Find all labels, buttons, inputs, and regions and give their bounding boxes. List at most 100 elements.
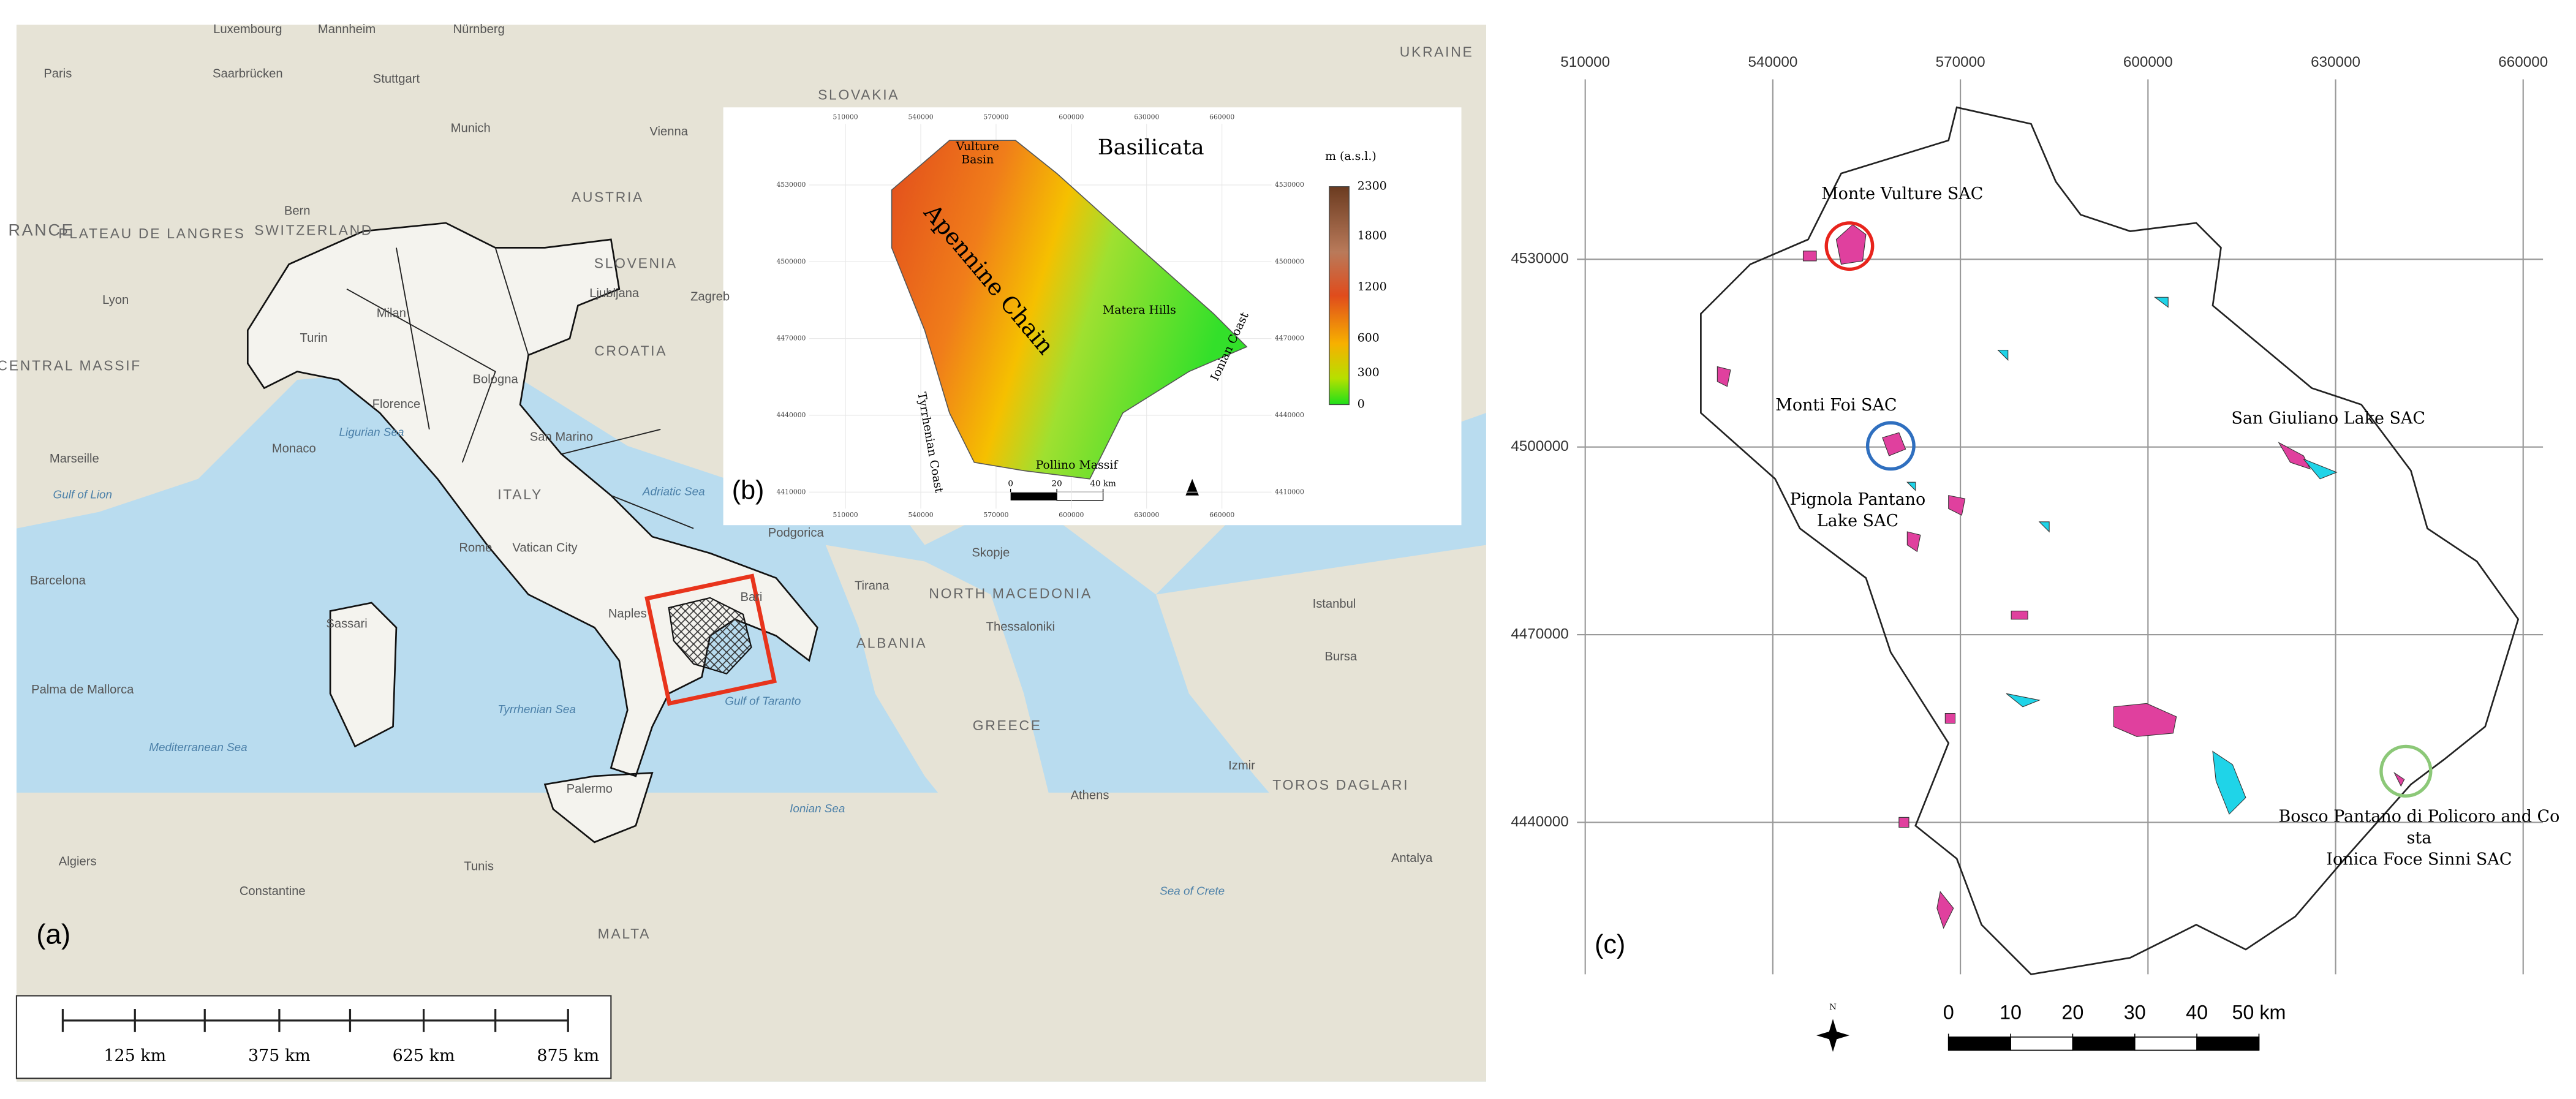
x-tick-label: 540000 [908,511,933,519]
place-label: Tunis [464,860,494,874]
x-tick-label: 600000 [2123,54,2173,70]
place-label: Palermo [567,782,613,796]
place-label: Podgorica [768,526,825,540]
y-tick-label: 4530000 [1511,251,1568,267]
place-label: Ligurian Sea [339,425,404,438]
land-south [16,545,1486,1082]
site-label: Monti Foi SAC [1775,396,1897,415]
circle-policoro [2379,744,2433,798]
sac-sites [1717,224,2405,929]
x-tick-label: 570000 [983,113,1008,121]
legend-bar [1329,186,1350,406]
x-tick-label: 630000 [1134,511,1159,519]
place-label: GREECE [973,717,1042,733]
basilicata-outline [1700,106,2520,975]
y-tick-label: 4530000 [776,181,806,189]
panel-c [1486,49,2560,1060]
panel-c-frame [1486,49,2560,1060]
place-label: Tirana [855,579,890,592]
place-label: Milan [377,307,406,320]
place-label: Naples [608,607,647,621]
x-tick-label: 660000 [1209,113,1234,121]
scale-label: 125 km [104,1046,166,1065]
y-tick-label: 4470000 [1511,625,1568,642]
place-label: Luxembourg [213,23,282,36]
x-tick-label: 540000 [1748,54,1797,70]
x-tick-label: 540000 [908,113,933,121]
scale-bar-b [1010,492,1057,500]
x-tick-label: 570000 [983,511,1008,519]
place-label: Turin [300,331,328,345]
site-label: Monte Vulture SAC [1821,184,1983,203]
north-label: N [1829,1002,1837,1012]
place-label: MALTA [598,926,651,942]
y-tick-label: 4470000 [776,334,806,342]
site-label: Bosco Pantano di Policoro and Co sta Ionic… [2278,807,2559,869]
place-label: Vienna [649,125,688,138]
place-label: Lyon [102,293,129,307]
scale-label: 40 km [1090,478,1116,488]
place-label: Bursa [1324,650,1358,663]
x-tick-label: 660000 [2498,54,2548,70]
x-tick-label: 510000 [1560,54,1610,70]
place-label: Athens [1071,789,1109,803]
water-bodies [1906,296,2338,815]
scale-label: 50 km [2232,1002,2286,1024]
place-label: Sassari [326,617,367,630]
place-label: CENTRAL MASSIF [0,358,142,374]
scale-segment [2134,1037,2197,1051]
y-tick-label: 4500000 [776,257,806,265]
place-label: Mediterranean Sea [149,741,247,753]
legend-tick: 1800 [1358,229,1387,243]
x-tick-label: 570000 [1936,54,1985,70]
place-label: Paris [43,67,72,81]
inset-title: Basilicata [1098,135,1204,160]
scale-box [15,995,612,1079]
x-tick-label: 660000 [1209,511,1234,519]
place-label: AUSTRIA [572,189,644,205]
y-tick-label: 4500000 [1275,257,1304,265]
place-label: NORTH MACEDONIA [929,585,1092,601]
site-label: Pignola Pantano Lake SAC [1790,490,1926,531]
place-label: Thessaloniki [986,621,1055,634]
place-label: CROATIA [594,342,667,358]
italy [246,222,818,844]
region-label: Vulture Basin [955,140,999,167]
y-tick-label: 4500000 [1511,438,1568,455]
place-label: Marseille [50,452,99,466]
place-label: Algiers [59,855,97,868]
scale-segment [1947,1037,2011,1051]
circle-vulture [1824,221,1875,271]
legend-tick: 300 [1358,366,1380,379]
x-tick-label: 510000 [833,113,858,121]
legend-tick: 1200 [1358,280,1387,293]
place-label: Munich [451,122,491,135]
circle-foi [1865,421,1916,471]
basilicata-a [668,597,752,675]
place-label: Istanbul [1313,597,1356,611]
dem [891,140,1248,480]
place-label: ITALY [497,486,543,502]
place-label: San Marino [530,431,593,444]
scale-segment [2072,1037,2136,1051]
place-label: Mannheim [318,23,376,36]
scale-label: 30 [2124,1002,2146,1024]
place-label: TOROS DAGLARI [1272,777,1409,793]
site-label: San Giuliano Lake SAC [2231,409,2425,428]
y-tick-label: 4440000 [1511,814,1568,830]
scale-label: 0 [1943,1002,1954,1024]
x-tick-label: 630000 [1134,113,1159,121]
place-label: Tyrrhenian Sea [497,703,576,716]
legend-title: m (a.s.l.) [1325,149,1377,163]
legend-tick: 2300 [1358,179,1387,193]
scale-minor-ticks [61,1009,497,1032]
place-label: Nürnberg [453,23,505,36]
place-label: Bari [740,591,762,604]
x-tick-label: 600000 [1059,511,1084,519]
place-label: Rome [459,541,492,554]
scale-segment [2010,1037,2074,1051]
place-label: SWITZERLAND [254,222,373,238]
scale-segment [2196,1037,2260,1051]
place-label: Barcelona [30,574,86,587]
place-label: Monaco [272,442,316,456]
